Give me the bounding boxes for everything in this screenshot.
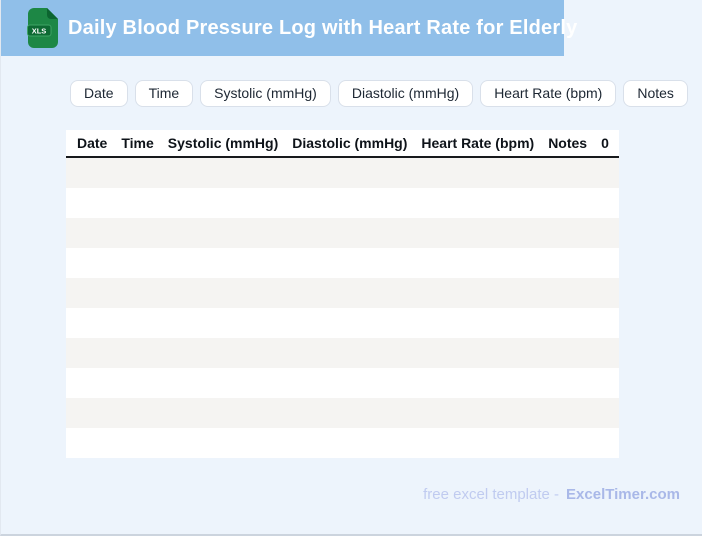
table-row: [66, 278, 619, 308]
table-column-header: Systolic (mmHg): [167, 135, 279, 151]
table-row: [66, 428, 619, 458]
xls-badge-label: XLS: [32, 27, 47, 36]
column-chip: Systolic (mmHg): [200, 80, 331, 107]
table-column-header: Date: [77, 135, 108, 151]
column-chip: Date: [70, 80, 128, 107]
footer: free excel template - ExcelTimer.com: [423, 486, 680, 503]
table-column-header: Notes: [548, 135, 588, 151]
xls-file-icon: XLS: [27, 8, 58, 48]
table-row: [66, 158, 619, 188]
table-column-header: Heart Rate (bpm): [421, 135, 535, 151]
table-row: [66, 188, 619, 218]
table-column-header: Diastolic (mmHg): [292, 135, 408, 151]
preview-table: Date Time Systolic (mmHg) Diastolic (mmHg) H…: [66, 130, 619, 458]
footer-label: free excel template -: [423, 486, 560, 503]
table-row: [66, 338, 619, 368]
page-title: Daily Blood Pressure Log with Heart Rate…: [68, 16, 578, 39]
table-row: [66, 368, 619, 398]
exceltimer-link[interactable]: ExcelTimer.com: [566, 486, 680, 503]
table-row: [66, 218, 619, 248]
column-chip: Time: [134, 80, 194, 107]
table-body: [66, 158, 619, 458]
column-chips: Date Time Systolic (mmHg) Diastolic (mmHg) H…: [70, 80, 688, 107]
table-row: [66, 248, 619, 278]
table-row: [66, 308, 619, 338]
table-column-header: 0: [601, 135, 609, 151]
table-column-header: Time: [121, 135, 154, 151]
column-chip: Diastolic (mmHg): [337, 80, 474, 107]
table-row: [66, 398, 619, 428]
column-chip: Notes: [623, 80, 688, 107]
table-header-row: Date Time Systolic (mmHg) Diastolic (mmHg) H…: [66, 130, 619, 158]
column-chip: Heart Rate (bpm): [480, 80, 617, 107]
header-banner: XLS Daily Blood Pressure Log with Heart …: [1, 0, 577, 56]
